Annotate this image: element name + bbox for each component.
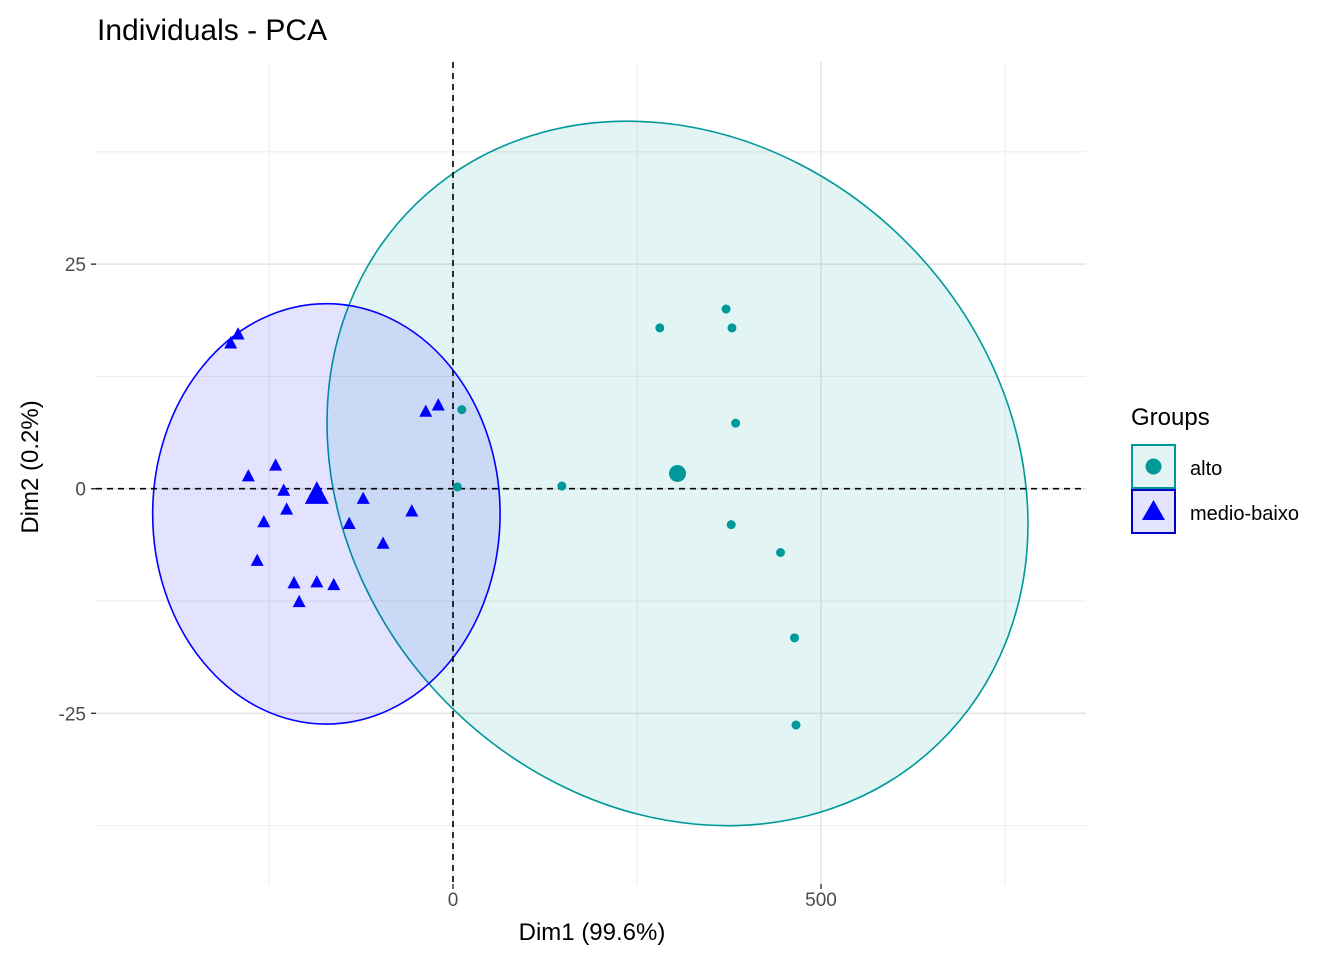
point-alto [655, 323, 665, 333]
point-alto [452, 482, 462, 492]
point-medio-baixo [405, 504, 419, 517]
point-medio-baixo [224, 336, 238, 349]
legend-title: Groups [1131, 404, 1210, 431]
point-medio-baixo [327, 577, 341, 591]
point-medio-baixo [287, 576, 301, 589]
point-alto [457, 405, 467, 415]
point-medio-baixo [310, 575, 324, 588]
point-medio-baixo [431, 398, 445, 411]
point-alto [726, 520, 736, 530]
confidence-ellipse-medio-baixo [151, 302, 501, 725]
y-axis-label: Dim2 (0.2%) [17, 400, 44, 533]
x-tick-label: 0 [448, 890, 459, 911]
centroid-alto [668, 464, 686, 482]
y-tick-label: -25 [59, 704, 86, 725]
y-tick-label: 25 [65, 255, 86, 276]
point-alto [791, 720, 801, 730]
point-alto [776, 548, 786, 558]
point-medio-baixo [280, 502, 294, 515]
chart-title: Individuals - PCA [97, 14, 327, 47]
point-medio-baixo [419, 404, 433, 417]
point-alto [557, 481, 567, 491]
point-medio-baixo [231, 327, 245, 340]
point-medio-baixo [241, 469, 255, 482]
x-tick-label: 500 [805, 890, 837, 911]
legend-circle-icon [1145, 458, 1162, 475]
legend-triangle-icon [1142, 500, 1165, 520]
data-points [224, 304, 801, 730]
x-axis-label: Dim1 (99.6%) [519, 919, 666, 946]
point-medio-baixo [277, 483, 291, 496]
point-alto [721, 304, 731, 314]
point-medio-baixo [250, 553, 264, 566]
axes: 0 500 25 0 -25 [59, 255, 837, 911]
point-medio-baixo [257, 514, 271, 528]
legend-label-medio-baixo: medio-baixo [1190, 503, 1299, 525]
point-medio-baixo [269, 458, 283, 471]
point-alto [731, 418, 741, 428]
legend-label-alto: alto [1190, 458, 1222, 480]
point-alto [790, 633, 800, 643]
point-medio-baixo [342, 516, 356, 530]
point-medio-baixo [376, 536, 390, 549]
y-tick-label: 0 [75, 480, 86, 501]
reference-lines [96, 62, 1086, 884]
point-medio-baixo [292, 594, 306, 608]
confidence-ellipses [151, 120, 1029, 827]
point-alto [727, 323, 737, 333]
point-medio-baixo [356, 491, 370, 504]
legend: Groups alto medio-baixo [1131, 404, 1299, 534]
centroid-medio-baixo [304, 481, 329, 504]
